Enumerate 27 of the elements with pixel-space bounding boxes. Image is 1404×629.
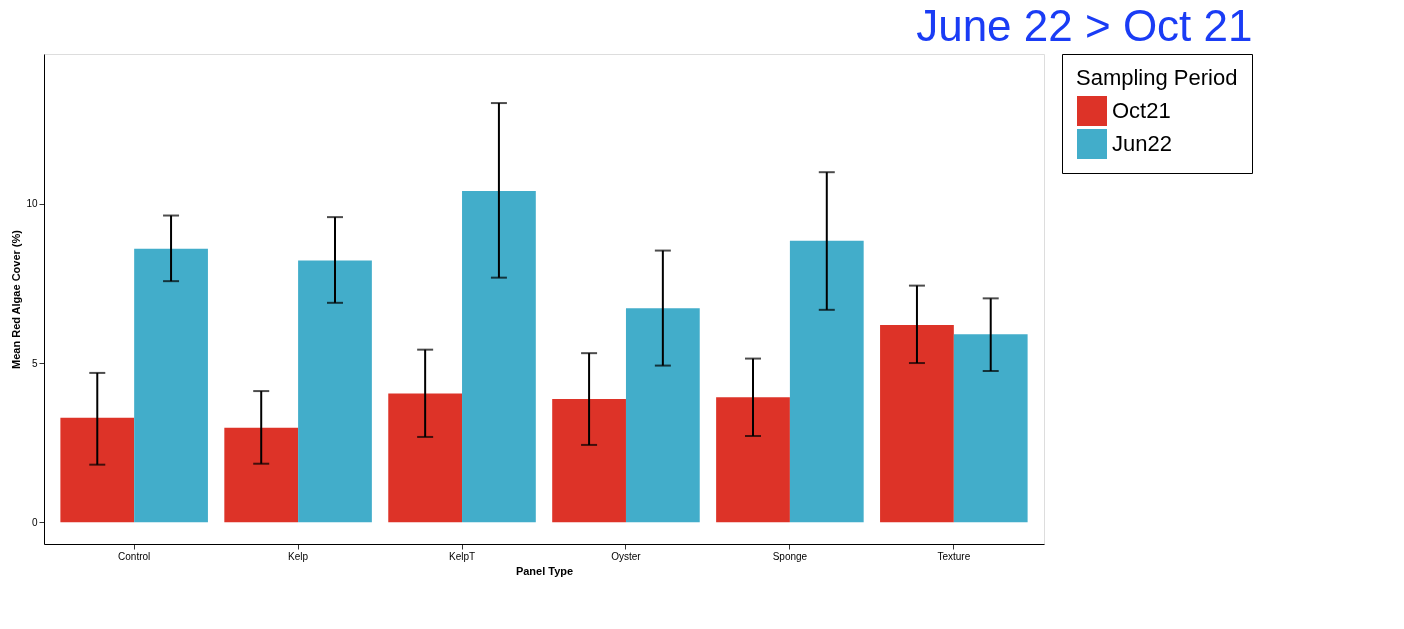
x-tick-label: Control [118, 550, 151, 562]
bar [625, 308, 700, 523]
bar [298, 260, 372, 523]
bar [789, 240, 864, 523]
bar [224, 427, 299, 523]
x-tick-label: Oyster [611, 550, 642, 562]
x-tick-label: Sponge [772, 550, 808, 562]
bar [880, 325, 954, 523]
legend-label: Jun22 [1112, 131, 1172, 156]
bar [716, 397, 790, 523]
y-tick-label: 5 [31, 357, 38, 369]
x-tick-label: Texture [937, 550, 971, 562]
y-axis-title: Mean Red Algae Cover (%) [10, 229, 23, 369]
bar [462, 191, 536, 523]
x-tick-label: KelpT [448, 550, 476, 562]
bar [60, 417, 135, 523]
bar [552, 399, 626, 523]
bar [388, 393, 463, 523]
x-axis-title: Panel Type [515, 564, 574, 577]
text: June 22 > Oct 21 [916, 0, 1253, 50]
y-tick-label: 10 [26, 198, 38, 210]
bar [953, 334, 1028, 523]
y-tick-label: 0 [31, 516, 38, 528]
legend-title: Sampling Period [1076, 65, 1238, 90]
bar [134, 248, 208, 523]
x-tick-label: Kelp [288, 550, 309, 562]
legend-label: Oct21 [1112, 98, 1171, 123]
